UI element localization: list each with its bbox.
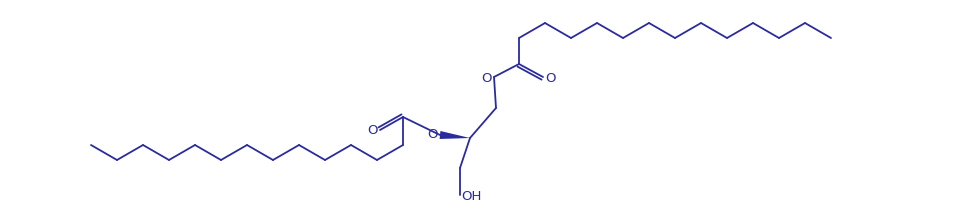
Text: O: O	[427, 127, 438, 141]
Polygon shape	[440, 131, 470, 139]
Text: O: O	[545, 73, 556, 85]
Text: O: O	[482, 71, 492, 85]
Text: O: O	[368, 124, 378, 138]
Text: OH: OH	[461, 190, 482, 202]
